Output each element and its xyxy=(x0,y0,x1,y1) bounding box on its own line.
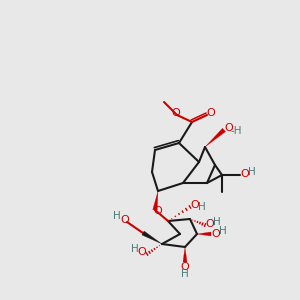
Text: O: O xyxy=(172,108,180,118)
Text: O: O xyxy=(241,169,249,179)
Text: H: H xyxy=(213,217,221,227)
Text: O: O xyxy=(154,206,162,216)
Text: H: H xyxy=(113,211,121,221)
Text: O: O xyxy=(206,219,214,229)
Text: O: O xyxy=(121,215,129,225)
Text: H: H xyxy=(198,202,206,212)
Text: H: H xyxy=(248,167,256,177)
Polygon shape xyxy=(142,231,162,244)
Text: O: O xyxy=(138,247,146,257)
Polygon shape xyxy=(153,191,158,210)
Polygon shape xyxy=(197,232,211,236)
Text: H: H xyxy=(131,244,139,254)
Text: H: H xyxy=(219,226,227,236)
Text: -H: -H xyxy=(230,126,242,136)
Text: O: O xyxy=(225,123,233,133)
Text: O: O xyxy=(190,200,200,210)
Text: H: H xyxy=(181,269,189,279)
Text: O: O xyxy=(181,262,189,272)
Polygon shape xyxy=(183,247,187,262)
Polygon shape xyxy=(205,128,226,147)
Text: O: O xyxy=(212,229,220,239)
Text: O: O xyxy=(207,108,215,118)
